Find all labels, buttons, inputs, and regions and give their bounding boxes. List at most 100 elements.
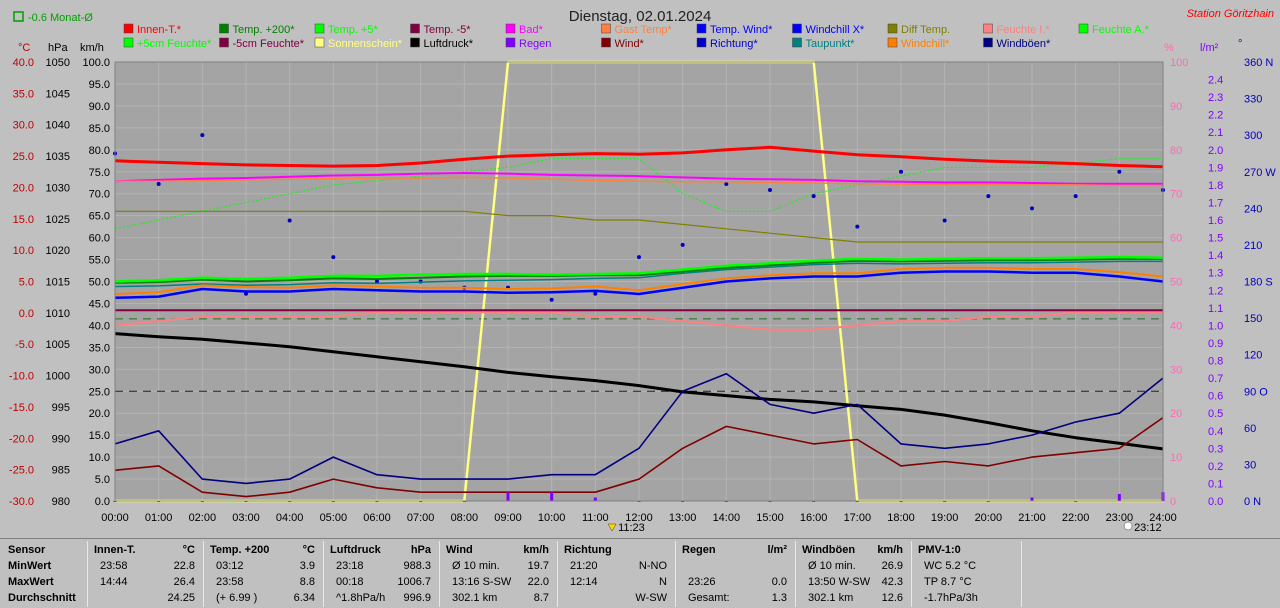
legend-item: -5cm Feuchte*	[219, 37, 305, 50]
chart-title: Dienstag, 02.01.2024	[569, 8, 712, 25]
rain-tick-label: 0.6	[1208, 391, 1223, 403]
stats-column: Wind km/h Ø 10 min. 19.7 13:16 S-SW 22.0 302.1…	[440, 541, 558, 607]
stats-cell-value: 42.3	[881, 576, 903, 588]
stats-cell-value: 1.3	[771, 592, 787, 604]
monthly-average: -0.6 Monat-Ø	[28, 12, 93, 24]
axis-unit-labels: °C hPa km/h % l/m² °	[18, 38, 1242, 54]
stats-cell-value: 24.25	[167, 592, 195, 604]
speed-tick-label: 90.0	[89, 101, 110, 113]
direction-point	[1030, 206, 1034, 211]
legend-item: Temp. +5*	[314, 23, 379, 36]
temp-tick-label: 25.0	[13, 151, 34, 163]
speed-tick-label: 35.0	[89, 342, 110, 354]
legend-item: Bad*	[505, 23, 544, 36]
stats-column-unit: °C	[302, 544, 315, 556]
stats-column: Regen l/m² 23:26 0.0 Gesamt: 1.3	[676, 541, 796, 607]
time-tick-label: 04:00	[276, 512, 304, 524]
stats-cell-time: 302.1 km	[808, 592, 854, 604]
header: -0.6 Monat-Ø Dienstag, 02.01.2024 Statio…	[13, 8, 1274, 25]
direction-tick-label: 120	[1244, 350, 1262, 362]
axis-ticks: 40.0 35.0 30.0 25.0 20.0 15.0 10.0 5.0 0.0 -5.0 -1…	[9, 57, 1276, 524]
rain-tick-label: 1.2	[1208, 285, 1223, 297]
stats-cell-value: W-SW	[635, 592, 667, 604]
legend-swatch-icon	[696, 37, 707, 48]
temp-tick-label: 40.0	[13, 57, 34, 69]
legend-item: Windchill X*	[792, 23, 865, 36]
stats-column-unit: km/h	[523, 544, 549, 556]
row-label-avg: Durchschnitt	[8, 592, 76, 604]
unit-humidity: %	[1164, 42, 1174, 54]
legend-label: Innen-T.*	[137, 24, 182, 36]
speed-tick-label: 25.0	[89, 386, 110, 398]
rain-tick-label: 1.0	[1208, 320, 1223, 332]
rain-tick-label: 2.0	[1208, 145, 1223, 157]
temp-tick-label: -10.0	[9, 371, 34, 383]
rain-tick-label: 2.4	[1208, 75, 1223, 87]
rain-tick-label: 0.2	[1208, 461, 1223, 473]
direction-point	[156, 181, 161, 186]
legend-label: -5cm Feuchte*	[233, 38, 305, 50]
series-diff-temp	[115, 210, 1163, 243]
direction-point	[899, 169, 903, 174]
speed-tick-label: 45.0	[89, 298, 110, 310]
stats-cell-time: TP 8.7 °C	[924, 576, 972, 588]
legend-label: Feuchte A.*	[1092, 24, 1150, 36]
row-label-sensor: Sensor	[8, 544, 46, 556]
series-temp-5	[114, 255, 1164, 283]
speed-tick-label: 15.0	[89, 430, 110, 442]
weather-chart: -0.6 Monat-Ø Dienstag, 02.01.2024 Statio…	[8, 8, 1277, 534]
time-tick-label: 15:00	[756, 512, 784, 524]
stats-row-labels: Sensor MinWert MaxWert Durchschnitt	[0, 541, 88, 607]
rain-tick-label: 0.9	[1208, 338, 1223, 350]
stats-cell-value: 22.8	[173, 560, 195, 572]
direction-tick-label: 210	[1244, 240, 1262, 252]
direction-point	[637, 255, 641, 260]
legend-swatch-icon	[410, 37, 420, 48]
legend-label: Luftdruck*	[424, 38, 474, 50]
legend-item: Regen	[505, 37, 551, 50]
stats-cell-time: 00:18	[336, 576, 364, 588]
stats-column-title: Wind	[446, 544, 473, 556]
time-tick-label: 19:00	[931, 512, 959, 524]
series-wind	[114, 416, 1164, 498]
stats-column-title: Temp. +200	[210, 544, 270, 556]
pressure-tick-label: 985	[52, 465, 70, 477]
stats-cell-value: 6.34	[293, 592, 315, 604]
time-tick-label: 01:00	[145, 512, 173, 524]
speed-tick-label: 5.0	[95, 474, 110, 486]
legend-swatch-icon	[219, 23, 229, 34]
legend-label: Richtung*	[710, 38, 758, 50]
stats-cell-value: 1006.7	[397, 576, 431, 588]
stats-cell-time: ^1.8hPa/h	[336, 592, 386, 604]
rain-tick-label: 0.5	[1208, 408, 1223, 420]
humidity-tick-label: 20	[1170, 408, 1182, 420]
stats-cell-value: 988.3	[403, 560, 431, 572]
legend-swatch-icon	[601, 37, 611, 48]
legend-label: Feuchte I.*	[997, 24, 1051, 36]
humidity-tick-label: 50	[1170, 277, 1182, 289]
unit-rain: l/m²	[1200, 42, 1219, 54]
temp-tick-label: -5.0	[15, 339, 34, 351]
legend-item: Temp. -5*	[410, 23, 471, 36]
pressure-tick-label: 1050	[46, 57, 70, 69]
stats-cell-value: 26.9	[881, 560, 903, 572]
legend: Innen-T.* Temp. +200* Temp. +5* Temp. -5* Ba…	[123, 23, 1150, 50]
direction-point	[200, 133, 205, 138]
time-tick-label: 21:00	[1018, 512, 1046, 524]
rain-tick-label: 0.8	[1208, 356, 1223, 368]
temp-tick-label: -30.0	[9, 496, 34, 508]
rain-tick-label: 2.2	[1208, 110, 1223, 122]
legend-label: Diff Temp.	[901, 24, 950, 36]
speed-tick-label: 100.0	[82, 57, 110, 69]
legend-item: Gast Temp*	[601, 23, 672, 36]
direction-point	[1117, 169, 1122, 174]
time-tick-label: 22:00	[1062, 512, 1090, 524]
legend-swatch-icon	[314, 37, 325, 48]
rain-bar	[593, 497, 597, 501]
stats-cell-time: Gesamt:	[688, 592, 730, 604]
direction-point	[724, 181, 729, 186]
rain-tick-label: 1.1	[1208, 303, 1223, 315]
stats-cell-value: 8.7	[533, 592, 549, 604]
direction-point	[287, 218, 292, 223]
unit-speed: km/h	[80, 42, 104, 54]
